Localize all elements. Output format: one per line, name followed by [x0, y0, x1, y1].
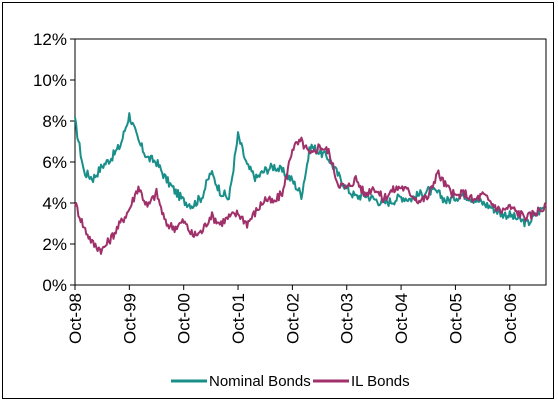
- series-line-nominal-bonds: [74, 112, 547, 228]
- x-tick-label: Oct-05: [446, 293, 465, 344]
- x-tick-label: Oct-99: [120, 293, 139, 344]
- plot-area: [74, 38, 547, 286]
- x-tick-labels: Oct-98 Oct-99 Oct-00 Oct-01 Oct-02 Oct-03 Oct-…: [66, 285, 520, 344]
- x-tick-label: Oct-04: [392, 293, 411, 344]
- y-tick-label: 6%: [42, 153, 67, 172]
- y-tick-label: 2%: [42, 235, 67, 254]
- y-tick-label: 10%: [33, 71, 67, 90]
- x-tick-label: Oct-02: [283, 293, 302, 344]
- x-tick-label: Oct-01: [229, 293, 248, 344]
- y-tick-labels: 0% 2% 4% 6% 8% 10% 12%: [33, 30, 75, 295]
- x-tick-label: Oct-00: [175, 293, 194, 344]
- axes: [74, 38, 547, 286]
- x-tick-label: Oct-03: [338, 293, 357, 344]
- y-tick-label: 4%: [42, 194, 67, 213]
- series-line-il-bonds: [74, 136, 547, 255]
- legend-label: Nominal Bonds: [209, 373, 311, 390]
- x-tick-label: Oct-98: [66, 293, 85, 344]
- legend-label: IL Bonds: [351, 373, 410, 390]
- y-tick-label: 0%: [42, 276, 67, 295]
- x-tick-label: Oct-06: [501, 293, 520, 344]
- y-tick-label: 12%: [33, 30, 67, 49]
- legend: Nominal Bonds IL Bonds: [171, 373, 410, 390]
- y-tick-label: 8%: [42, 112, 67, 131]
- series-lines: [74, 112, 547, 255]
